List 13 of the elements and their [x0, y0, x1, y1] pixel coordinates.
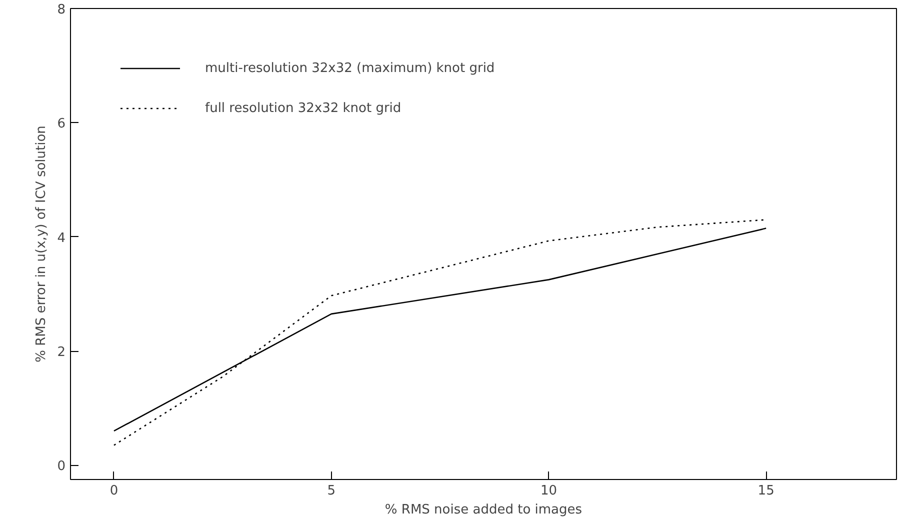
- legend-label: multi-resolution 32x32 (maximum) knot grid: [205, 60, 495, 76]
- x-tick-label: 5: [327, 484, 336, 498]
- y-tick-label: 6: [57, 116, 66, 132]
- y-tick-label: 0: [57, 459, 66, 474]
- x-tick-label: 15: [758, 484, 774, 498]
- x-tick-label: 0: [110, 484, 118, 498]
- y-tick-label: 2: [57, 345, 66, 360]
- y-axis-title: % RMS error in u(x,y) of ICV solution: [34, 126, 50, 362]
- x-axis-title: % RMS noise added to images: [384, 502, 582, 518]
- y-tick-label: 8: [57, 2, 66, 18]
- x-tick-label: 10: [540, 484, 557, 498]
- legend-label: full resolution 32x32 knot grid: [205, 100, 402, 116]
- y-tick-label: 4: [57, 230, 66, 246]
